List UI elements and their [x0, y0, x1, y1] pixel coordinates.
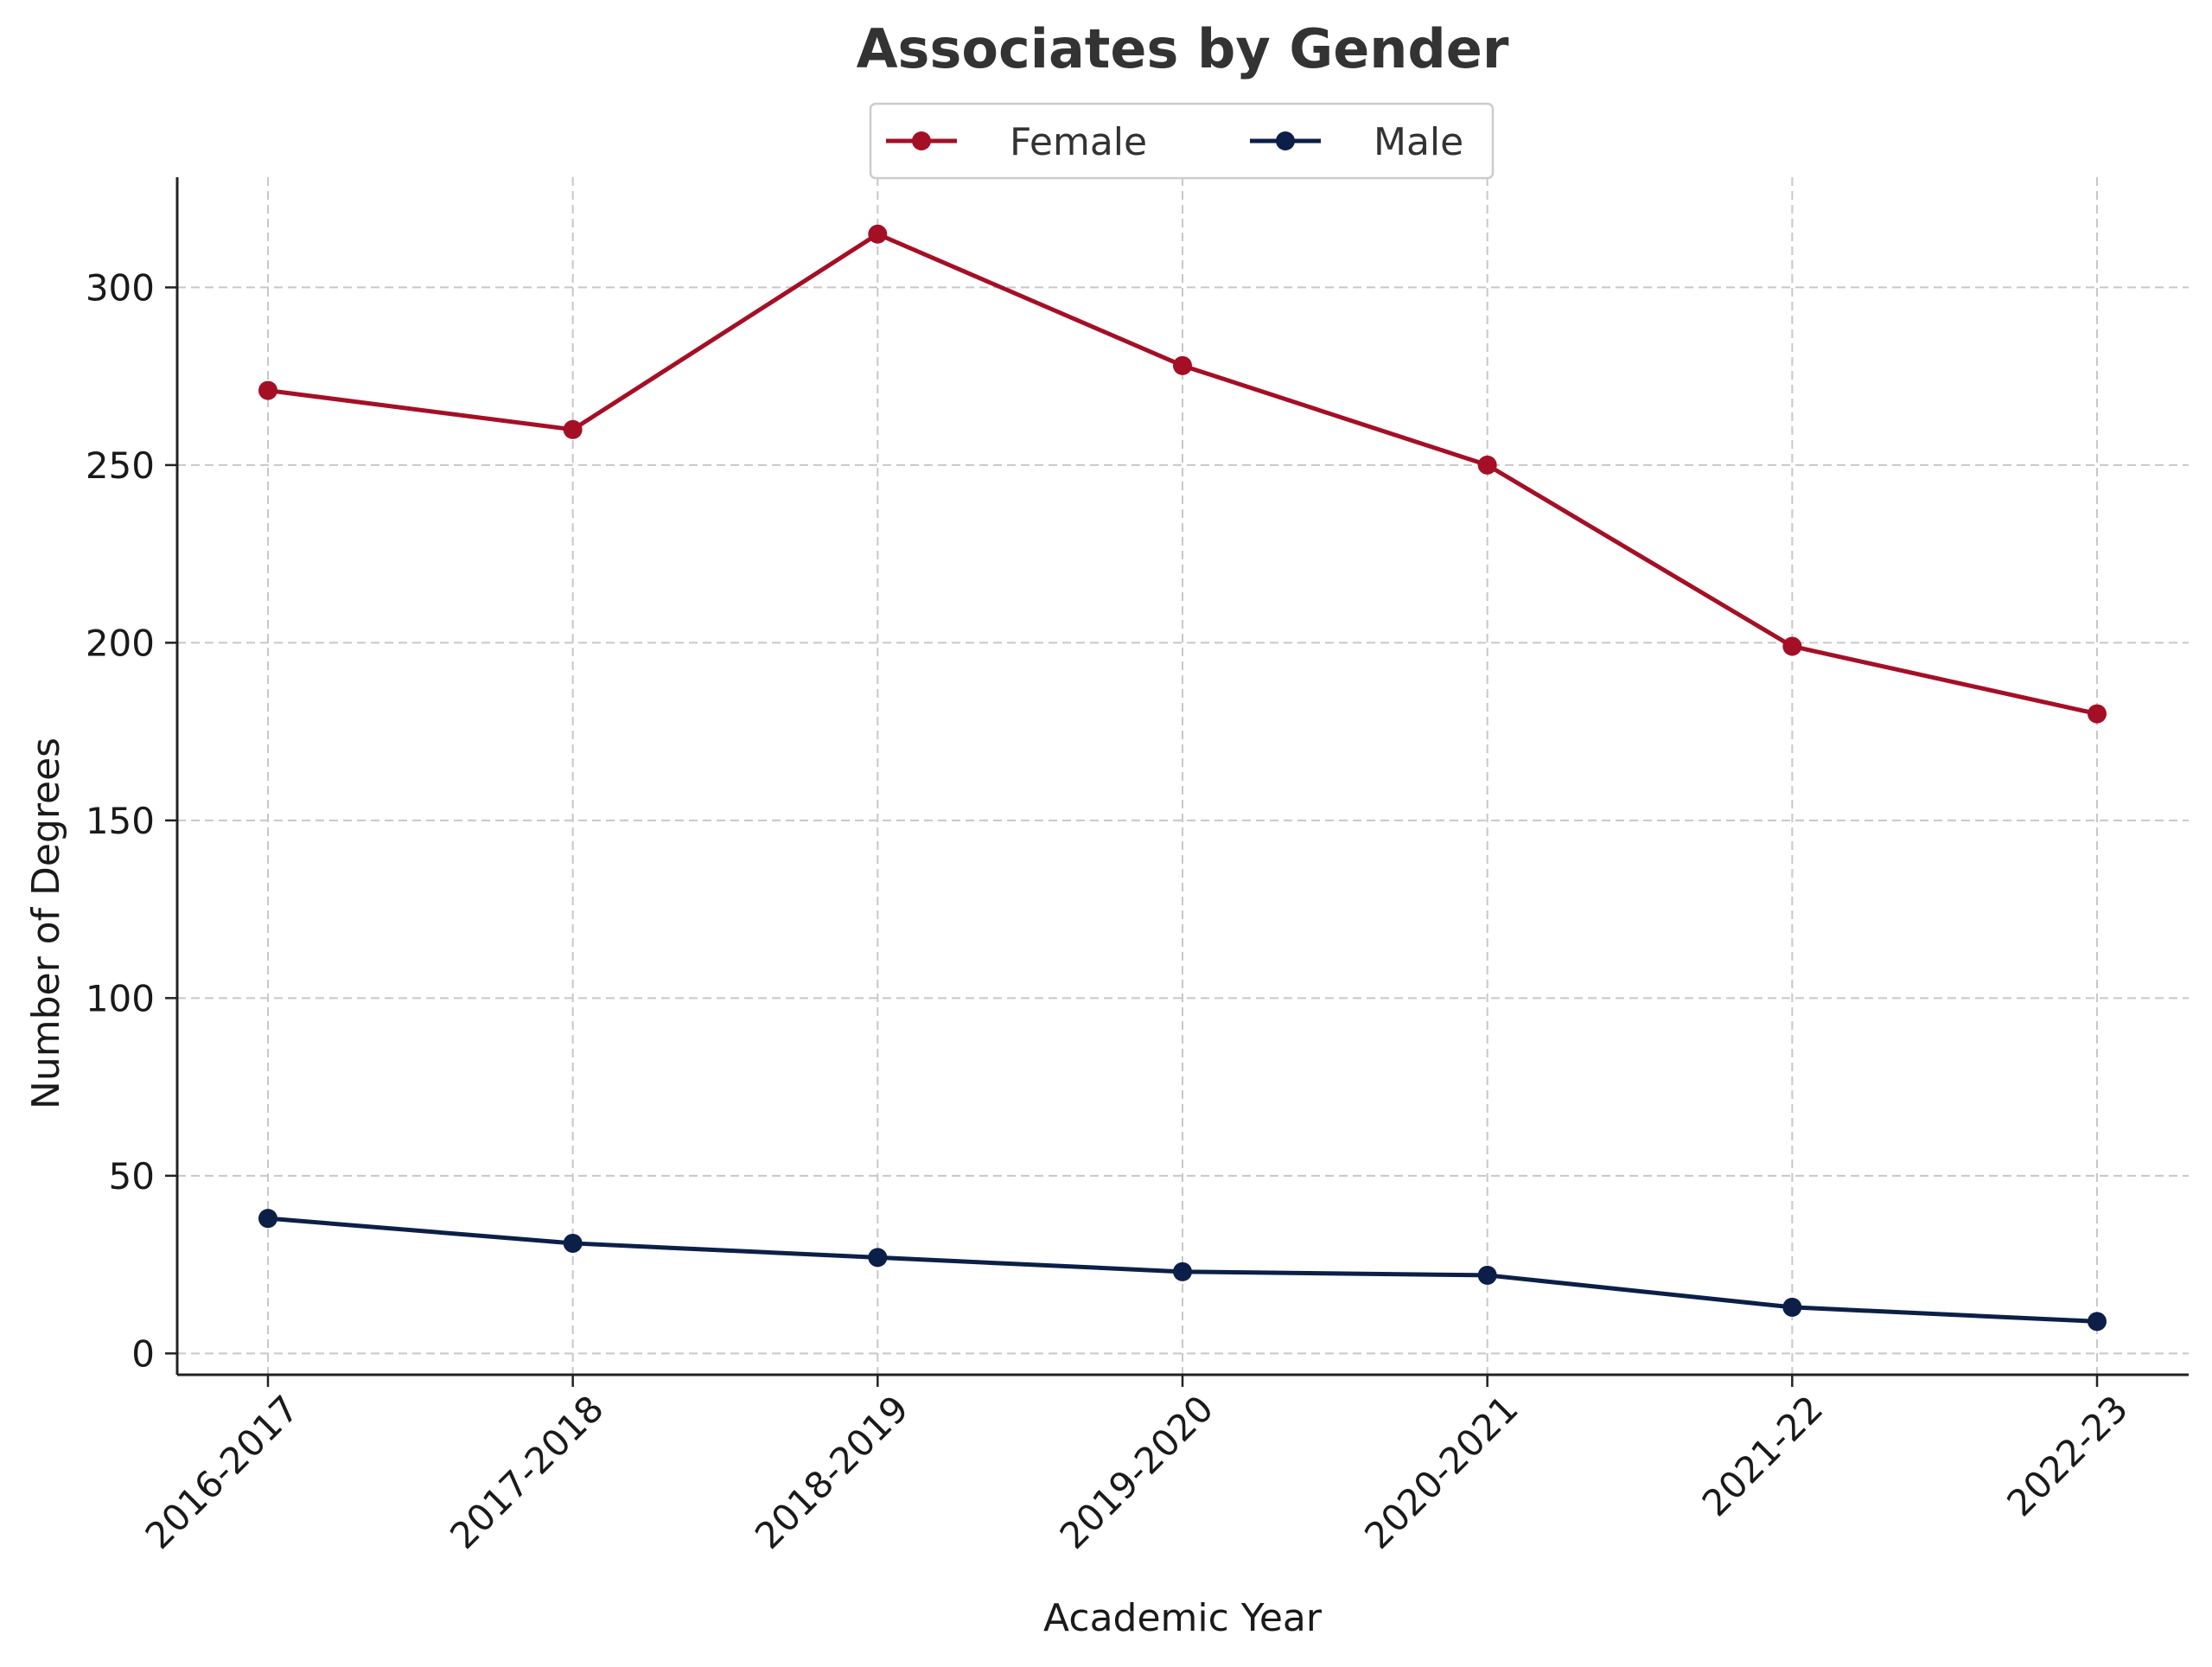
- x-tick-label: 2022-23: [1998, 1387, 2136, 1524]
- data-point-female: [2088, 704, 2107, 724]
- data-point-male: [1173, 1261, 1192, 1281]
- x-tick-label: 2019-2020: [1052, 1387, 1222, 1557]
- series-female: [258, 224, 2107, 724]
- data-point-male: [1782, 1297, 1802, 1317]
- y-tick-label: 100: [86, 977, 155, 1019]
- x-tick-label: 2021-22: [1694, 1387, 1832, 1524]
- series-male: [258, 1209, 2107, 1332]
- legend: Female Male: [869, 102, 1495, 180]
- data-point-male: [2088, 1312, 2107, 1332]
- x-tick-label: 2018-2019: [747, 1387, 917, 1557]
- y-tick-label: 150: [86, 800, 155, 842]
- legend-label: Female: [1010, 120, 1147, 164]
- legend-entry-male: Male: [1250, 120, 1463, 164]
- legend-label: Male: [1374, 120, 1463, 164]
- data-point-female: [563, 419, 583, 439]
- legend-entry-female: Female: [886, 120, 1147, 164]
- x-tick-label: 2016-2017: [137, 1387, 308, 1557]
- data-point-female: [1782, 636, 1802, 656]
- data-point-female: [1477, 455, 1497, 475]
- y-tick-label: 250: [86, 444, 155, 487]
- data-point-female: [1173, 355, 1192, 375]
- data-point-male: [1477, 1265, 1497, 1285]
- y-axis-label: Number of Degrees: [24, 738, 68, 1109]
- data-point-female: [258, 380, 277, 400]
- legend-swatch-marker: [1276, 131, 1295, 150]
- series-layer: [258, 224, 2107, 1332]
- grid-lines: [177, 177, 2189, 1375]
- y-tick-label: 50: [109, 1155, 155, 1198]
- y-tick-label: 200: [86, 622, 155, 664]
- y-tick-label: 300: [86, 266, 155, 309]
- data-point-female: [868, 224, 888, 244]
- y-axis-ticks: 0 50 100 150 200 250 300: [86, 266, 177, 1375]
- chart-title: Associates by Gender: [857, 17, 1509, 80]
- x-tick-label: 2017-2018: [442, 1387, 612, 1557]
- x-tick-label: 2020-2021: [1356, 1387, 1527, 1557]
- data-point-male: [258, 1209, 277, 1229]
- x-axis-label: Academic Year: [1043, 1596, 1323, 1640]
- x-axis-ticks: 2016-2017 2017-2018 2018-2019 2019-2020 2020…: [137, 1375, 2136, 1557]
- data-point-male: [868, 1248, 888, 1268]
- y-tick-label: 0: [131, 1332, 155, 1375]
- data-point-male: [563, 1233, 583, 1253]
- legend-swatch-marker: [912, 131, 931, 150]
- legend-frame: [869, 102, 1495, 180]
